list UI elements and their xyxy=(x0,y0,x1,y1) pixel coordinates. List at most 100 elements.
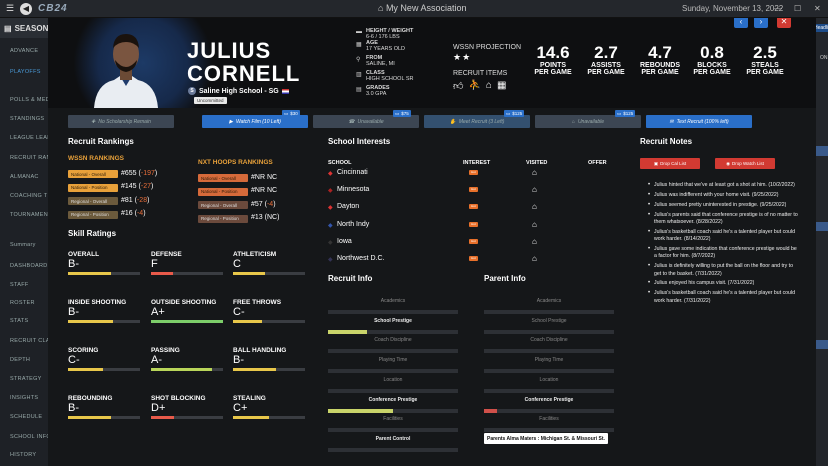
rank: #145 xyxy=(121,183,137,190)
thumbs-up-icon[interactable]: 👍︎ xyxy=(453,81,464,92)
rank-change: -27 xyxy=(140,183,151,190)
skill-grade: C+ xyxy=(233,402,248,414)
skill-grade: C- xyxy=(68,354,80,366)
info-bar xyxy=(328,388,458,393)
skill-rating: BALL HANDLING B- xyxy=(233,347,307,371)
money-icon: ▭ xyxy=(617,110,622,116)
building-icon[interactable]: ⌂ xyxy=(485,80,492,91)
skill-grade: B- xyxy=(233,354,244,366)
sidebar-item[interactable]: SCHOOL INFO xyxy=(10,434,51,440)
menu-icon[interactable]: ☰ xyxy=(5,3,15,13)
sidebar-item[interactable]: COACHING T xyxy=(10,193,48,199)
bullet-icon: • xyxy=(648,280,651,287)
info-bar xyxy=(328,408,458,413)
sidebar-item[interactable]: POLLS & MED xyxy=(10,97,50,103)
ranking-tag: National - Position xyxy=(68,183,118,192)
sidebar-item[interactable]: TOURNAMEN xyxy=(10,212,49,218)
info-label: Conference Prestige xyxy=(368,396,418,403)
association-title[interactable]: ⌂ My New Association xyxy=(378,3,467,13)
drop-cal-list-button[interactable]: ▣ Drop Cal List xyxy=(640,158,700,169)
prev-recruit-button[interactable]: ‹ xyxy=(734,18,748,28)
sidebar-item[interactable]: HISTORY xyxy=(10,452,37,458)
school-name: Northwest D.C. xyxy=(337,255,385,262)
bio-value: SALINE, MI xyxy=(366,61,395,67)
action-button[interactable]: ✉ Text Recruit (100% left) xyxy=(646,115,752,128)
action-button[interactable]: ✚ No Scholarship Remain xyxy=(68,115,174,128)
school-row[interactable]: ◆ Minnesota Hot ⌂ xyxy=(328,185,628,201)
rank-change: -4 xyxy=(136,210,144,217)
info-label: Location xyxy=(539,376,559,383)
school-row[interactable]: ◆ Dayton Hot ⌂ xyxy=(328,202,628,218)
drop-watch-list-button[interactable]: ◉ Drop Watch List xyxy=(715,158,775,169)
action-button[interactable]: ✋ Meet Recruit (3 Left) xyxy=(424,115,530,128)
sidebar-item[interactable]: ALMANAC xyxy=(10,174,39,180)
skill-rating: STEALING C+ xyxy=(233,395,307,419)
sidebar-item[interactable]: ADVANCE xyxy=(10,48,39,54)
stat-block: 2.7 ASSISTS PER GAME xyxy=(581,44,631,77)
sidebar-item[interactable]: PLAYOFFS xyxy=(10,69,41,75)
skill-bar xyxy=(151,272,223,275)
skill-bar-fill xyxy=(151,272,173,275)
stadium-icon[interactable]: ▦ xyxy=(496,80,507,91)
text-icon: ✉ xyxy=(669,118,674,125)
maximize-icon[interactable]: ☐ xyxy=(794,4,802,13)
skill-bar xyxy=(68,320,140,323)
sidebar-item[interactable]: STRATEGY xyxy=(10,376,42,382)
bio-value: 6-6 / 176 LBS xyxy=(366,34,400,40)
sidebar-item[interactable]: STATS xyxy=(10,318,29,324)
school-row[interactable]: ◆ Cincinnati Hot ⌂ xyxy=(328,168,628,184)
rankings-title: Recruit Rankings xyxy=(68,137,134,146)
info-label: Playing Time xyxy=(534,357,564,364)
note-item: • Julius's basketball coach said he's a t… xyxy=(648,229,798,244)
sidebar-item[interactable]: INSIGHTS xyxy=(10,395,39,401)
school-row[interactable]: ◆ Northwest D.C. Hot ⌂ xyxy=(328,254,628,270)
note-item: • Julius gave some indication that confer… xyxy=(648,246,798,261)
back-icon[interactable]: ◀ xyxy=(20,2,32,15)
skill-bar xyxy=(233,416,305,419)
sidebar-item[interactable]: Summary xyxy=(10,242,36,248)
sidebar-item[interactable]: RECRUIT RAN xyxy=(10,155,51,161)
sidebar-item[interactable]: RECRUIT CLA xyxy=(10,338,50,344)
rank-change: -28 xyxy=(136,196,148,204)
skill-label: OUTSIDE SHOOTING xyxy=(151,299,217,306)
ranking-value: #145 (-27) xyxy=(121,183,154,190)
action-button[interactable]: ▶ Watch Film (10 Left) xyxy=(202,115,308,128)
bio-row: ▦ AGE 17 YEARS OLD xyxy=(356,40,446,55)
skill-bar-fill xyxy=(151,416,175,419)
sidebar-item[interactable]: ROSTER xyxy=(10,300,35,306)
sidebar-item[interactable]: STANDINGS xyxy=(10,116,45,122)
col-offer: OFFER xyxy=(588,160,607,166)
school-row[interactable]: ◆ North Indy Hot ⌂ xyxy=(328,220,628,236)
ranking-value: #NR NC xyxy=(251,174,277,181)
info-label: Facilities xyxy=(539,416,559,423)
sidebar-item[interactable]: DEPTH xyxy=(10,357,31,363)
minimize-icon[interactable]: — xyxy=(774,4,782,13)
ranking-value: #13 (NC) xyxy=(251,214,279,221)
sidebar-item[interactable]: LEAGUE LEAD xyxy=(10,135,52,141)
projection-stars: ★★ xyxy=(453,52,472,62)
action-button[interactable]: ⌂ Unavailable xyxy=(535,115,641,128)
sidebar-item[interactable]: SCHEDULE xyxy=(10,414,43,420)
team-icon[interactable]: ⛹ xyxy=(468,80,481,91)
info-bar xyxy=(484,310,614,314)
film-icon: ▶ xyxy=(229,118,233,125)
info-label: Facilities xyxy=(383,416,403,423)
rank: #NR NC xyxy=(251,173,278,181)
ranking-tag: Regional - Overall xyxy=(68,197,118,205)
skill-bar-fill xyxy=(233,320,262,323)
action-button[interactable]: ☎ Unavailable xyxy=(313,115,419,128)
sidebar-item[interactable]: STAFF xyxy=(10,282,29,288)
season-menu[interactable]: ▤ SEASON xyxy=(0,18,48,38)
skill-bar xyxy=(233,368,305,371)
skill-grade: B- xyxy=(68,306,79,318)
app-logo: CB24 xyxy=(38,3,68,14)
window-close-icon[interactable]: ✕ xyxy=(814,4,821,13)
col-interest: INTEREST xyxy=(463,160,491,166)
next-recruit-button[interactable]: › xyxy=(754,18,768,28)
close-modal-button[interactable]: ✕ xyxy=(777,18,791,28)
school-row[interactable]: ◆ Iowa Hot ⌂ xyxy=(328,237,628,253)
sidebar-item[interactable]: DASHBOARD xyxy=(10,263,48,269)
school-logo-icon: ◆ xyxy=(328,188,333,195)
skill-bar xyxy=(68,416,140,419)
bg-calt xyxy=(816,340,828,349)
